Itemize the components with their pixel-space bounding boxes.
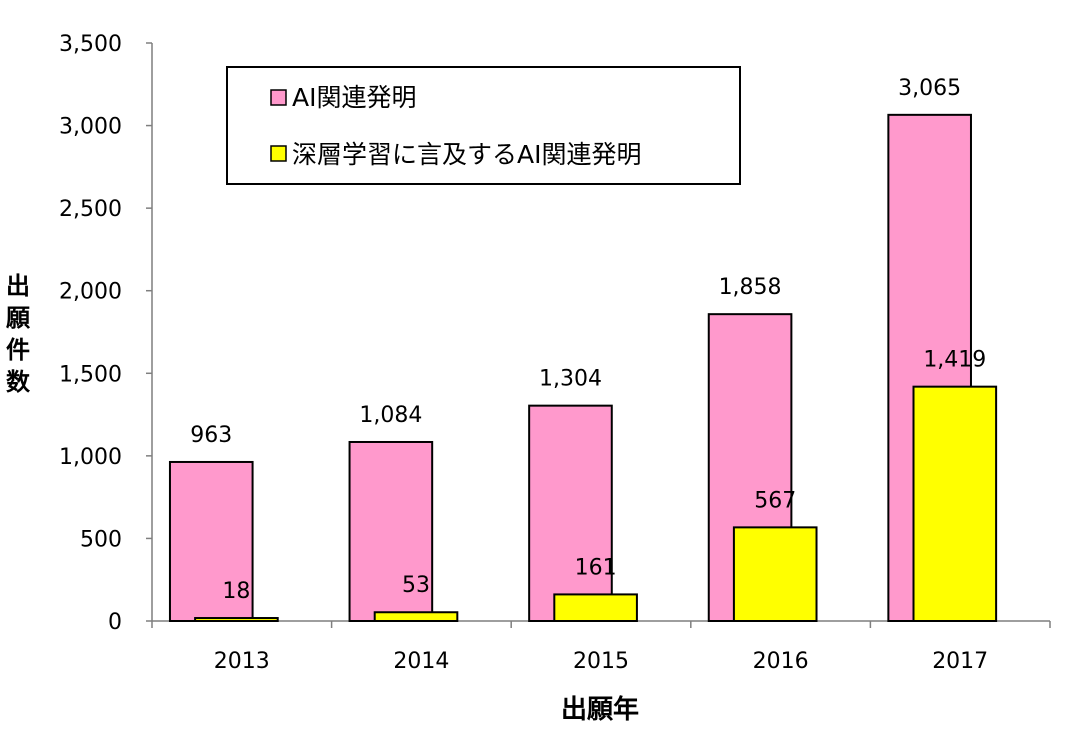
legend: AI関連発明 深層学習に言及するAI関連発明 (226, 66, 741, 185)
data-label-ai: 963 (190, 423, 232, 448)
y-tick-label: 2,500 (59, 197, 122, 222)
bar-deep-learning (912, 385, 998, 622)
bar-ai (528, 404, 613, 622)
bar-deep-learning (373, 611, 459, 623)
y-tick-label: 0 (108, 610, 122, 635)
legend-label-deep-learning: 深層学習に言及するAI関連発明 (292, 140, 641, 169)
y-tick-label: 500 (80, 527, 122, 552)
data-label-deep-learning: 567 (754, 488, 796, 513)
y-tick-label: 3,000 (59, 115, 122, 140)
legend-box (226, 66, 741, 185)
bar-deep-learning (194, 617, 279, 622)
bar-deep-learning (553, 593, 638, 622)
y-tick-label: 1,000 (59, 445, 122, 470)
legend-swatch-deep-learning (270, 145, 287, 162)
x-tick-label: 2015 (573, 649, 629, 674)
data-label-deep-learning: 161 (575, 555, 617, 580)
x-tick-label: 2016 (753, 649, 809, 674)
x-axis: 2013 2014 2015 2016 2017 (151, 620, 1051, 674)
data-label-ai: 1,304 (539, 367, 602, 392)
data-labels: 963 1,084 1,304 1,858 3,065 18 53 161 567 1,419 (190, 76, 986, 604)
x-tick-label: 2014 (393, 649, 449, 674)
x-tick-label: 2013 (214, 649, 270, 674)
y-tick-label: 1,500 (59, 362, 122, 387)
legend-swatch-ai (270, 89, 287, 106)
legend-label-ai: AI関連発明 (292, 83, 416, 112)
data-label-deep-learning: 53 (402, 573, 430, 598)
bars (168, 113, 998, 623)
data-label-ai: 3,065 (898, 76, 961, 101)
x-tick-label: 2017 (932, 649, 988, 674)
data-label-deep-learning: 18 (222, 579, 250, 604)
data-label-ai: 1,084 (359, 403, 422, 428)
y-tick-label: 2,000 (59, 280, 122, 305)
data-label-ai: 1,858 (719, 275, 782, 300)
y-axis-title: 出願件数 (6, 272, 31, 396)
y-tick-label: 3,500 (59, 32, 122, 57)
x-axis-title: 出願年 (561, 694, 639, 725)
bar-deep-learning (732, 526, 818, 623)
data-label-deep-learning: 1,419 (923, 348, 986, 373)
y-axis: 0 500 1,000 1,500 2,000 2,500 3,000 3,500 (59, 32, 153, 635)
